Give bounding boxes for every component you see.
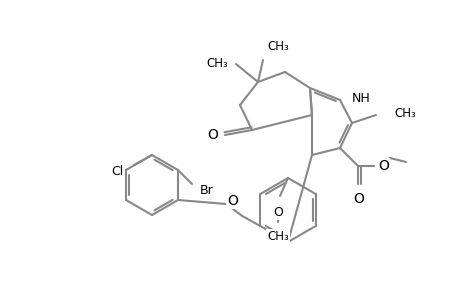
Text: CH₃: CH₃ (267, 230, 288, 243)
Text: O: O (273, 206, 282, 219)
Text: NH: NH (351, 92, 370, 104)
Text: O: O (377, 159, 388, 173)
Text: Br: Br (200, 184, 213, 196)
Text: O: O (226, 194, 237, 208)
Text: CH₃: CH₃ (206, 56, 228, 70)
Text: CH₃: CH₃ (393, 106, 415, 119)
Text: Cl: Cl (112, 164, 124, 178)
Text: O: O (207, 128, 218, 142)
Text: CH₃: CH₃ (266, 40, 288, 53)
Text: O: O (353, 192, 364, 206)
